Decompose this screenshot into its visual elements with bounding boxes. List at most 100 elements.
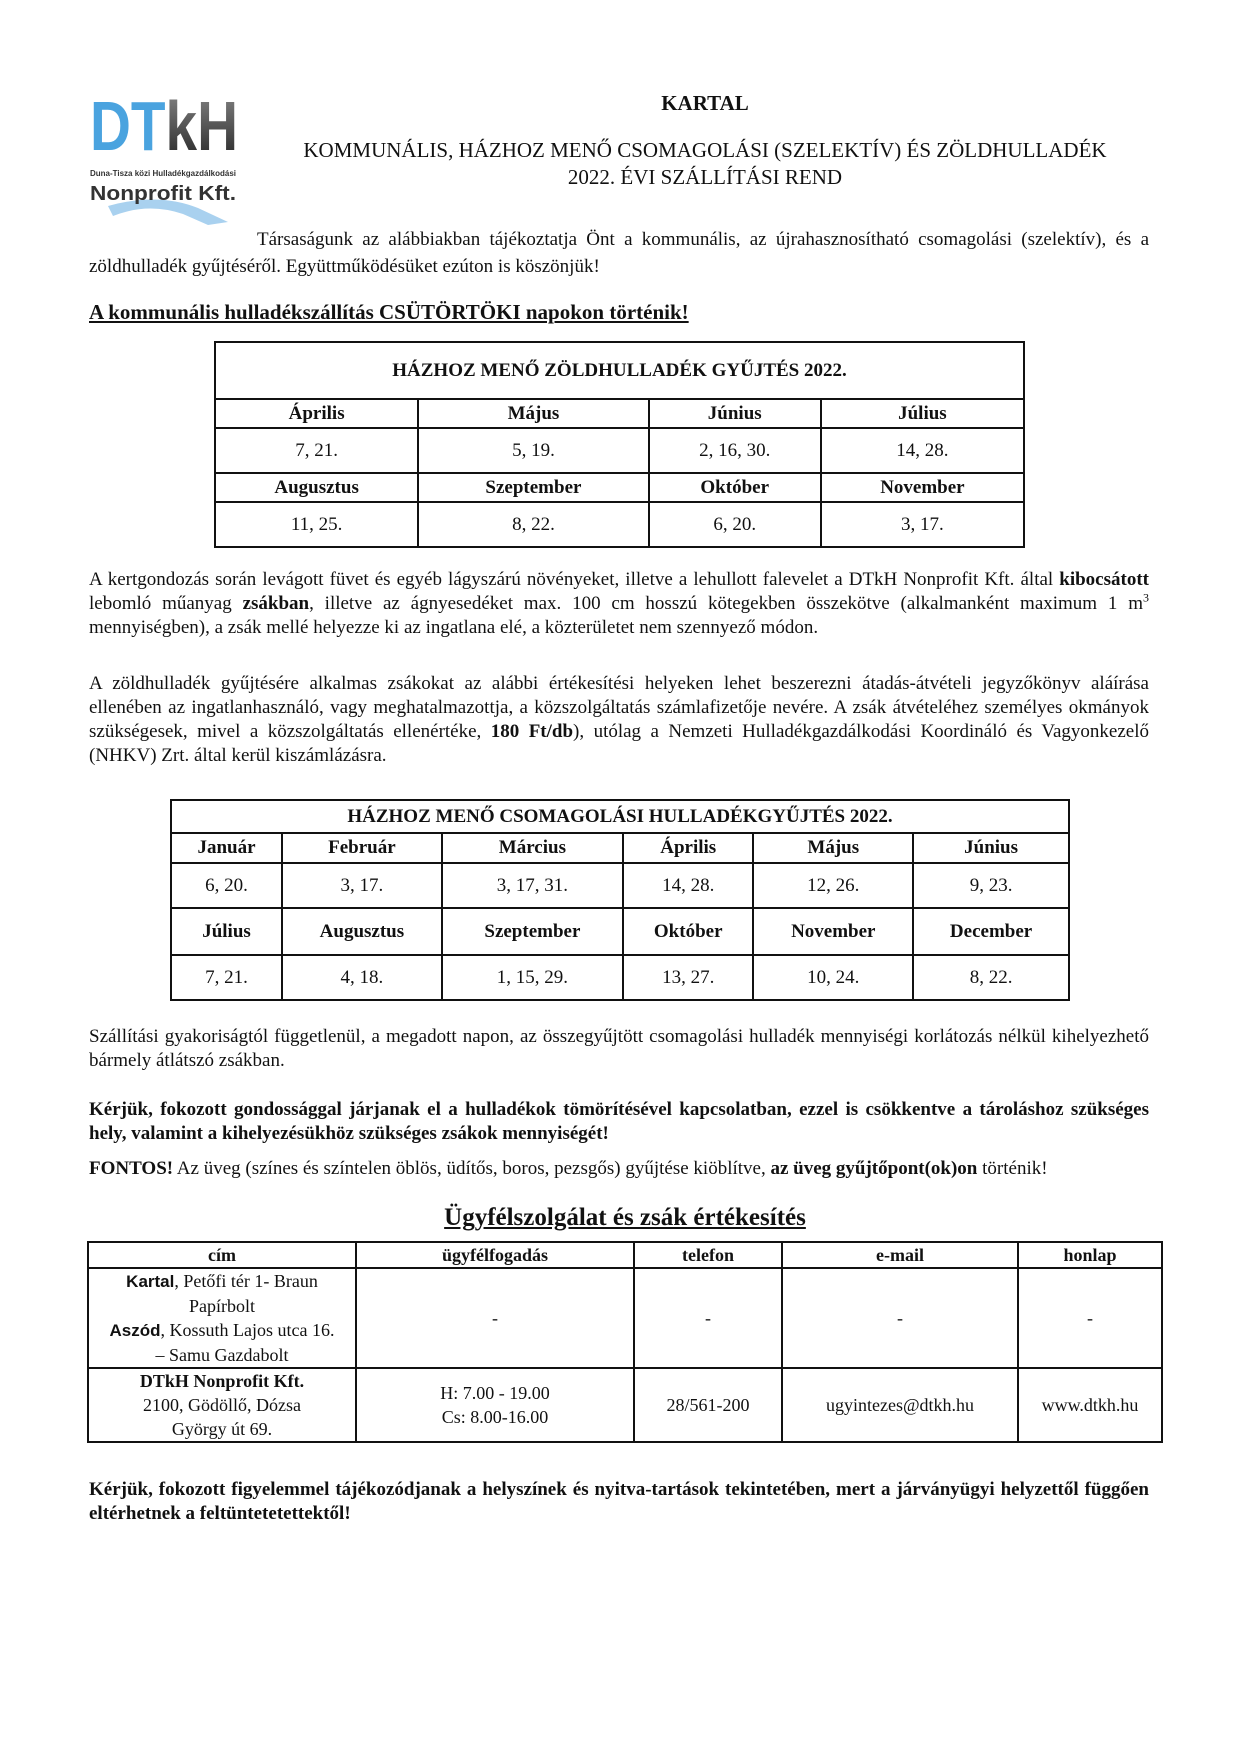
column-header: e-mail [781,1241,1019,1269]
intro-paragraph: Társaságunk az alábbiakban tájékoztatja … [89,229,1149,277]
compaction-paragraph: Kérjük, fokozott gondossággal járjanak e… [89,1099,1149,1144]
place: Kartal [126,1272,175,1291]
column-header: cím [87,1241,357,1269]
month: Március [440,832,624,864]
company-logo: DTkH Duna-Tisza közi Hulladékgazdálkodás… [88,87,240,226]
month: Július [170,907,283,956]
dates: 10, 24. [752,954,915,1001]
table-row: 6, 20. 3, 17. 3, 17, 31. 14, 28. 12, 26. 9, 2… [170,862,1070,909]
month: Május [752,832,915,864]
text-bold: kibocsátott [1059,569,1149,590]
svg-text:Duna-Tisza közi Hulladékgazdál: Duna-Tisza közi Hulladékgazdálkodási [90,169,236,178]
dates: 3, 17. [819,501,1026,548]
dates: 6, 20. [647,501,822,548]
month: November [752,907,915,956]
text: Az üveg (színes és színtelen öblös, üdít… [173,1158,771,1179]
dates: 14, 28. [819,427,1026,474]
website: - [1017,1267,1163,1369]
address-cell: Kartal, Petőfi tér 1- Braun Papírbolt Asz… [87,1267,357,1369]
dates: 2, 16, 30. [647,427,822,474]
text: mennyiségben), a zsák mellé helyezze ki … [89,617,819,638]
table-row: DTkH Nonprofit Kft. 2100, Gödöllő, Dózsa … [87,1367,1163,1443]
phone: - [633,1267,783,1369]
text: , illetve az ágnyesedéket max. 100 cm ho… [309,593,1144,614]
month: Szeptember [440,907,624,956]
column-header: honlap [1017,1241,1163,1269]
town-title: KARTAL [661,91,749,115]
title-line-2: 2022. ÉVI SZÁLLÍTÁSI REND [567,165,843,189]
address-cell: DTkH Nonprofit Kft. 2100, Gödöllő, Dózsa … [87,1367,357,1443]
superscript: 3 [1143,590,1150,605]
packaging-waste-table: HÁZHOZ MENŐ CSOMAGOLÁSI HULLADÉKGYŰJTÉS … [170,799,1070,1001]
dates: 6, 20. [170,862,283,909]
bags-paragraph: A zöldhulladék gyűjtésére alkalmas zsáko… [89,672,1149,768]
dates: 12, 26. [752,862,915,909]
column-header: telefon [633,1241,783,1269]
important-label: FONTOS! [89,1158,174,1179]
dates: 1, 15, 29. [440,954,624,1001]
company-name: DTkH Nonprofit Kft. [139,1371,305,1391]
hours-line: Cs: 8.00-16.00 [441,1407,549,1427]
phone: 28/561-200 [633,1367,783,1443]
month: Január [170,832,283,864]
month: Április [213,398,420,429]
glass-notice: FONTOS! Az üveg (színes és színtelen öbl… [89,1158,1169,1180]
month: Október [621,907,755,956]
service-heading: Ügyfélszolgálat és zsák értékesítés [444,1204,806,1231]
month: Október [647,472,822,503]
email-link[interactable]: ugyintezes@dtkh.hu [781,1367,1019,1443]
dates: 11, 25. [213,501,420,548]
svg-text:DTkH: DTkH [90,88,238,165]
month: Augusztus [281,907,443,956]
dates: 5, 19. [417,427,650,474]
place: Aszód [109,1321,161,1340]
dates: 3, 17. [281,862,443,909]
month: Augusztus [213,472,420,503]
dates: 7, 21. [170,954,283,1001]
table-row: 7, 21. 4, 18. 1, 15, 29. 13, 27. 10, 24. 8, 2… [170,954,1070,1001]
dates: 13, 27. [621,954,755,1001]
closing-notice: Kérjük, fokozott figyelemmel tájékozódja… [89,1479,1149,1524]
month: Április [621,832,755,864]
table-row: 7, 21. 5, 19. 2, 16, 30. 14, 28. [213,427,1026,474]
text: A kertgondozás során levágott füvet és e… [89,569,1060,590]
address: , Petőfi tér 1- Braun Papírbolt [174,1271,318,1316]
dates: 8, 22. [912,954,1070,1001]
green-waste-table: HÁZHOZ MENŐ ZÖLDHULLADÉK GYŰJTÉS 2022. Á… [213,341,1026,548]
text: történik! [977,1158,1048,1179]
price: 180 Ft/db [490,721,574,742]
hours: - [355,1267,635,1369]
table-row: Augusztus Szeptember Október November [213,472,1026,503]
green-waste-paragraph: A kertgondozás során levágott füvet és e… [89,568,1149,640]
packaging-paragraph: Szállítási gyakoriságtól függetlenül, a … [89,1026,1149,1071]
month: Június [647,398,822,429]
month: Május [417,398,650,429]
document-title: KOMMUNÁLIS, HÁZHOZ MENŐ CSOMAGOLÁSI (SZE… [240,137,1170,191]
hours-line: H: 7.00 - 19.00 [440,1383,550,1403]
dates: 9, 23. [912,862,1070,909]
service-table: cím ügyfélfogadás telefon e-mail honlap Kart… [87,1241,1163,1443]
column-header: ügyfélfogadás [355,1241,635,1269]
table-title: HÁZHOZ MENŐ CSOMAGOLÁSI HULLADÉKGYŰJTÉS … [170,799,1070,834]
svg-text:Nonprofit Kft.: Nonprofit Kft. [90,183,236,205]
dates: 7, 21. [213,427,420,474]
text: A zöldhulladék gyűjtésére alkalmas zsáko… [89,673,1149,742]
month: December [912,907,1070,956]
table-row: Január Február Március Április Május Június [170,832,1070,864]
address: 2100, Gödöllő, Dózsa György út 69. [143,1395,301,1439]
month: Június [912,832,1070,864]
kommunalis-heading: A kommunális hulladékszállítás CSÜTÖRTÖK… [89,300,689,324]
table-row: Április Május Június Július [213,398,1026,429]
address: , Kossuth Lajos utca 16. – Samu Gazdabol… [155,1320,335,1365]
month: Február [281,832,443,864]
month: Július [819,398,1026,429]
title-line-1: KOMMUNÁLIS, HÁZHOZ MENŐ CSOMAGOLÁSI (SZE… [303,138,1107,162]
hours: H: 7.00 - 19.00 Cs: 8.00-16.00 [355,1367,635,1443]
text-bold: az üveg gyűjtőpont(ok)on [770,1158,978,1179]
website-link[interactable]: www.dtkh.hu [1017,1367,1163,1443]
dates: 3, 17, 31. [440,862,624,909]
month: Szeptember [417,472,650,503]
table-row: 11, 25. 8, 22. 6, 20. 3, 17. [213,501,1026,548]
table-row: Július Augusztus Szeptember Október November… [170,907,1070,956]
dates: 14, 28. [621,862,755,909]
